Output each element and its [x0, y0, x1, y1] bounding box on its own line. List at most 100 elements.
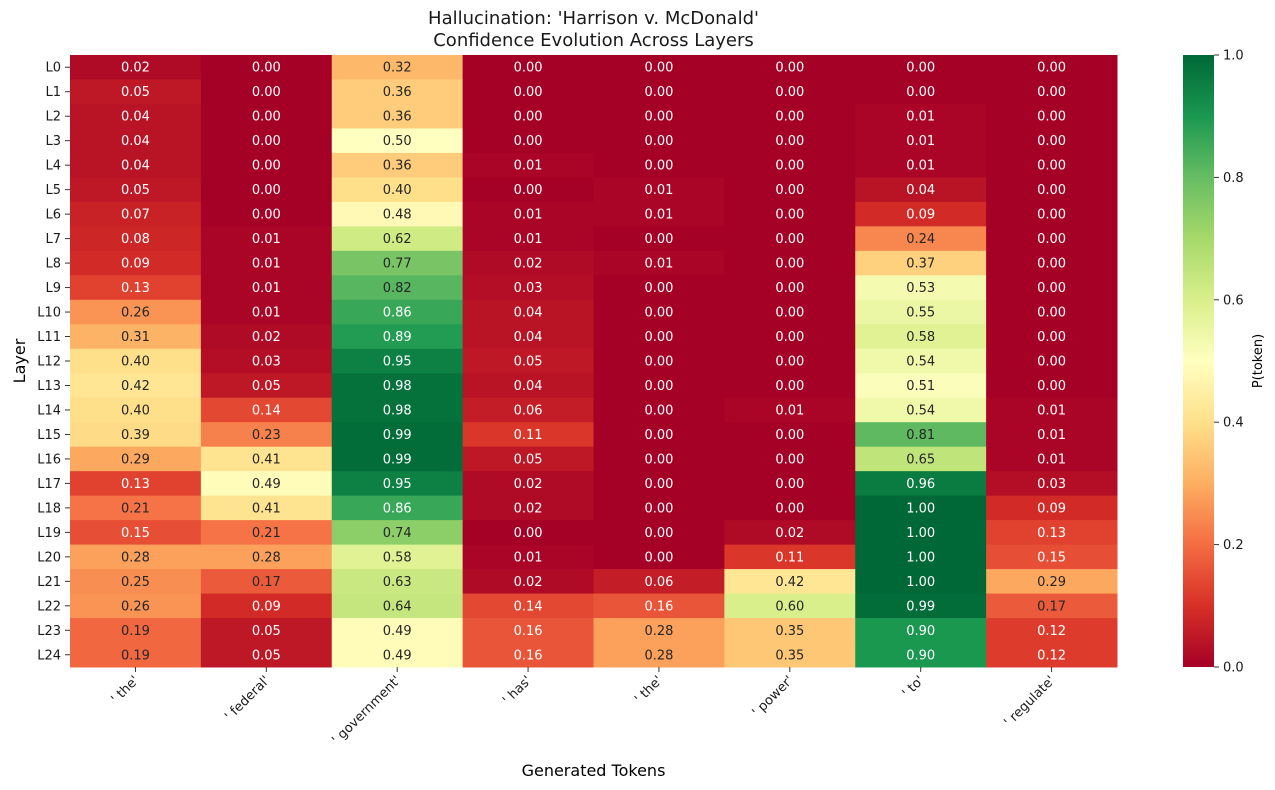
heatmap-cell — [331, 642, 464, 668]
heatmap-cell — [855, 495, 987, 521]
cell-value-label: 0.13 — [1037, 526, 1066, 541]
cell-value-label: 0.00 — [1037, 306, 1066, 321]
heatmap-cell — [986, 642, 1118, 668]
x-tick-label: ' the' — [632, 673, 666, 707]
heatmap-cell — [855, 348, 987, 374]
heatmap-cell — [200, 471, 333, 497]
heatmap-cell — [855, 152, 987, 178]
heatmap-cell — [462, 544, 594, 570]
heatmap-cell — [462, 520, 594, 546]
heatmap-cell — [70, 275, 202, 301]
cell-value-label: 0.01 — [252, 257, 281, 272]
heatmap-cell — [462, 55, 594, 80]
cell-value-label: 0.96 — [906, 477, 935, 492]
cell-value-label: 0.16 — [514, 648, 543, 663]
heatmap-cell — [70, 79, 202, 105]
heatmap-cell — [593, 520, 725, 546]
heatmap-cell — [70, 373, 202, 399]
heatmap-cell — [724, 55, 856, 80]
y-tick-label: L22 — [37, 599, 61, 614]
cell-value-label: 0.21 — [252, 526, 281, 541]
heatmap-cell — [593, 348, 725, 374]
cell-value-label: 0.01 — [514, 550, 543, 565]
heatmap-cell — [200, 495, 333, 521]
heatmap-cell — [724, 618, 856, 644]
cell-value-label: 0.36 — [383, 85, 412, 100]
heatmap-cell — [200, 152, 333, 178]
cell-value-label: 0.11 — [775, 550, 804, 565]
heatmap-cell — [70, 495, 202, 521]
x-axis-label: Generated Tokens — [522, 761, 666, 780]
cell-value-label: 0.05 — [514, 452, 543, 467]
cell-value-label: 0.86 — [383, 501, 412, 516]
y-tick-label: L5 — [45, 183, 61, 198]
heatmap-cell — [331, 152, 464, 178]
heatmap-cell — [986, 348, 1118, 374]
cell-value-label: 0.24 — [906, 232, 935, 247]
cell-value-label: 0.00 — [775, 306, 804, 321]
heatmap-cell — [724, 422, 856, 448]
cell-value-label: 0.00 — [514, 183, 543, 198]
heatmap-cell — [462, 348, 594, 374]
heatmap-cell — [593, 618, 725, 644]
heatmap-cell — [331, 446, 464, 472]
cell-value-label: 0.00 — [252, 183, 281, 198]
cell-value-label: 1.00 — [906, 550, 935, 565]
heatmap-cell — [70, 177, 202, 203]
heatmap-cell — [200, 446, 333, 472]
heatmap-cell — [200, 55, 333, 80]
cell-value-label: 0.00 — [1037, 159, 1066, 174]
cell-value-label: 0.54 — [906, 355, 935, 370]
cell-value-label: 0.01 — [252, 306, 281, 321]
cell-value-label: 1.00 — [906, 575, 935, 590]
cell-value-label: 0.74 — [383, 526, 412, 541]
cell-value-label: 0.14 — [252, 403, 281, 418]
cell-value-label: 0.01 — [252, 232, 281, 247]
heatmap-cell — [724, 275, 856, 301]
y-tick-label: L12 — [37, 355, 61, 370]
heatmap-cell — [724, 79, 856, 105]
x-tick-labels: ' the' ' federal' ' government' ' has' ' the… — [109, 667, 1058, 748]
heatmap-cell — [593, 373, 725, 399]
heatmap-cell — [593, 471, 725, 497]
cell-value-label: 0.41 — [252, 452, 281, 467]
heatmap-cell — [462, 446, 594, 472]
heatmap-cell — [724, 324, 856, 350]
heatmap-cell — [331, 544, 464, 570]
cell-value-label: 0.62 — [383, 232, 412, 247]
heatmap-cell — [462, 618, 594, 644]
heatmap-cell — [70, 299, 202, 325]
cell-value-label: 0.40 — [383, 183, 412, 198]
heatmap-cell — [724, 201, 856, 227]
heatmap-cell — [855, 471, 987, 497]
y-tick-label: L7 — [45, 232, 61, 247]
cell-value-label: 0.35 — [775, 624, 804, 639]
cell-value-label: 0.00 — [1037, 257, 1066, 272]
heatmap-cell — [724, 642, 856, 668]
heatmap-cell — [724, 544, 856, 570]
cell-value-label: 0.37 — [906, 257, 935, 272]
heatmap-cell — [986, 250, 1118, 276]
heatmap-cell — [70, 642, 202, 668]
cell-value-label: 0.95 — [383, 355, 412, 370]
cell-value-label: 0.04 — [121, 110, 150, 125]
heatmap-cell — [331, 103, 464, 129]
heatmap-cell — [331, 373, 464, 399]
heatmap-cell — [462, 226, 594, 252]
heatmap-cell — [70, 324, 202, 350]
heatmap-cell — [462, 250, 594, 276]
heatmap-cell — [724, 471, 856, 497]
heatmap-cell — [331, 618, 464, 644]
heatmap-cell — [986, 177, 1118, 203]
cell-value-label: 0.03 — [1037, 477, 1066, 492]
heatmap-cell — [70, 103, 202, 129]
cell-value-label: 0.00 — [1037, 61, 1066, 76]
cell-value-label: 0.01 — [514, 208, 543, 223]
cell-value-label: 0.28 — [644, 648, 673, 663]
cell-value-label: 0.00 — [775, 452, 804, 467]
cell-value-label: 0.81 — [906, 428, 935, 443]
cell-value-label: 0.00 — [644, 134, 673, 149]
y-tick-label: L10 — [37, 306, 61, 321]
colorbar — [1183, 55, 1214, 667]
colorbar-ticks: 0.0 0.2 0.4 0.6 0.8 1.0 — [1214, 49, 1244, 676]
